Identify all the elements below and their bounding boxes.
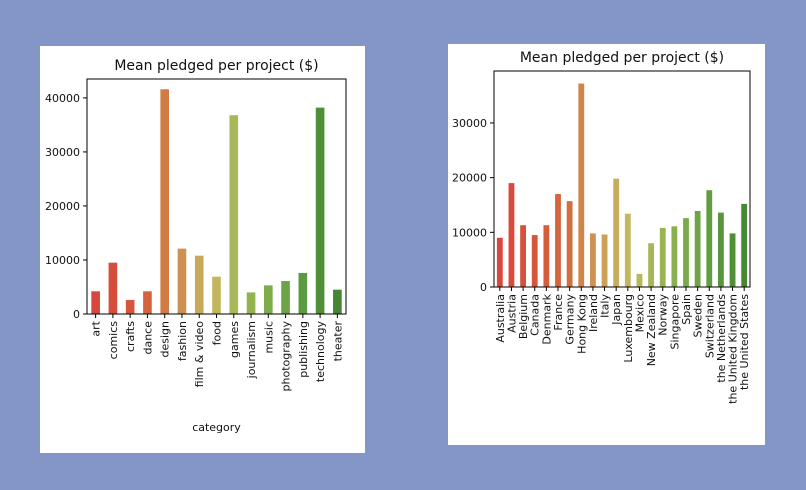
bar — [578, 83, 585, 287]
y-tick-label: 30000 — [45, 146, 80, 159]
bar — [694, 210, 701, 287]
bar — [718, 212, 724, 287]
bar — [143, 291, 152, 314]
bar — [590, 233, 596, 287]
x-tick-label: journalism — [245, 321, 258, 379]
plot-frame — [493, 70, 751, 288]
plot-frame — [86, 78, 347, 315]
bar — [683, 218, 689, 287]
chart-category: Mean pledged per project ($) 0 10000 20000 3… — [45, 58, 347, 434]
bar — [508, 183, 515, 287]
y-tick-label: 20000 — [452, 172, 487, 185]
bar — [315, 107, 325, 314]
y-tick-label: 40000 — [45, 92, 80, 105]
x-tick-label: France — [552, 294, 565, 331]
bar — [648, 243, 654, 287]
x-tick-label: Ireland — [587, 294, 600, 332]
x-tick-label: Austria — [505, 294, 518, 333]
y-tick-label: 10000 — [45, 254, 80, 267]
x-tick-label: crafts — [124, 321, 137, 352]
x-tick-label: Denmark — [540, 293, 553, 344]
y-tick-label: 0 — [73, 308, 80, 321]
bar — [246, 292, 256, 314]
x-tick-label: the United Kingdom — [727, 294, 740, 404]
y-tick-label: 30000 — [452, 117, 487, 130]
x-tick-label: music — [262, 321, 275, 354]
bar — [706, 190, 713, 287]
x-tick-label: Switzerland — [703, 294, 716, 358]
x-tick-label: Singapore — [668, 294, 681, 350]
x-tick-label: theater — [331, 321, 344, 362]
chart-country: Mean pledged per project ($) 0 10000 20000 3… — [452, 50, 751, 404]
bar — [741, 203, 748, 287]
x-tick-label: Hong Kong — [575, 294, 588, 354]
x-tick-label: games — [228, 321, 241, 358]
bar — [659, 227, 666, 287]
bar — [531, 235, 538, 287]
bar — [160, 89, 170, 314]
bar — [333, 289, 342, 314]
bar — [543, 225, 550, 287]
bar — [671, 226, 678, 287]
y-tick-label: 0 — [480, 281, 487, 294]
bar — [212, 276, 221, 314]
bar — [108, 262, 118, 314]
bar — [177, 248, 187, 314]
x-tick-label: Norway — [657, 294, 670, 336]
x-tick-label: Luxembourg — [622, 294, 635, 363]
x-tick-label: Japan — [610, 294, 623, 326]
bar — [601, 234, 608, 287]
bar — [520, 225, 526, 287]
x-tick-label: technology — [314, 321, 327, 383]
bar — [194, 255, 204, 314]
x-axis-label: category — [192, 421, 241, 434]
y-tick-label: 10000 — [452, 226, 487, 239]
bar — [229, 115, 239, 314]
bar — [91, 291, 100, 314]
x-tick-label: Australia — [494, 294, 507, 343]
x-tick-label: comics — [107, 321, 120, 360]
x-tick-label: design — [159, 321, 172, 358]
x-tick-label: photography — [280, 321, 293, 392]
x-tick-label: fashion — [176, 321, 189, 361]
chart-panel-country: Mean pledged per project ($) 0 10000 20000 3… — [448, 44, 765, 445]
x-tick-label: the Netherlands — [715, 294, 728, 383]
bar — [555, 194, 561, 287]
x-tick-label: Italy — [599, 294, 612, 318]
x-tick-label: Sweden — [692, 294, 705, 337]
chart-title: Mean pledged per project ($) — [520, 50, 724, 66]
x-tick-label: the United States — [738, 294, 751, 390]
x-tick-label: Canada — [529, 294, 542, 336]
bar — [613, 178, 620, 287]
x-tick-label: New Zealand — [645, 294, 658, 366]
chart-title: Mean pledged per project ($) — [114, 58, 318, 74]
x-tick-label: Spain — [680, 294, 693, 325]
x-tick-label: art — [90, 320, 103, 336]
x-tick-label: publishing — [297, 321, 310, 378]
bar — [496, 237, 503, 287]
y-tick-label: 20000 — [45, 200, 80, 213]
x-tick-label: food — [211, 321, 224, 345]
bar — [125, 299, 135, 314]
x-tick-label: Germany — [564, 294, 577, 345]
chart-panel-category: Mean pledged per project ($) 0 10000 20000 3… — [40, 46, 365, 453]
bar — [729, 233, 736, 287]
bar — [281, 281, 290, 314]
x-tick-label: Belgium — [517, 294, 530, 339]
bar — [624, 213, 631, 287]
bar — [263, 285, 273, 314]
bar — [298, 272, 308, 314]
x-tick-label: Mexico — [633, 294, 646, 333]
x-tick-label: film & video — [193, 321, 206, 388]
bar — [566, 201, 573, 287]
bar — [636, 273, 643, 287]
x-tick-label: dance — [141, 321, 154, 355]
